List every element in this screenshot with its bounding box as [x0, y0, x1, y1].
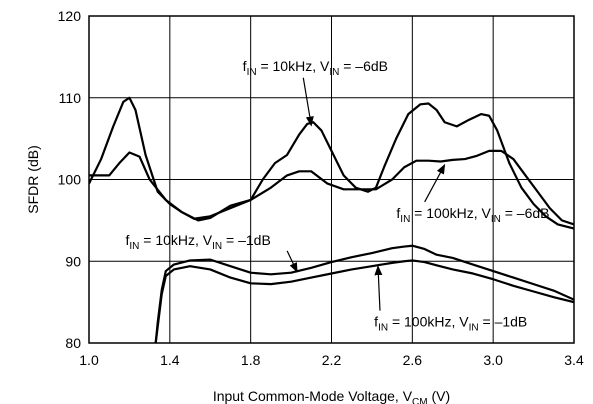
x-axis-title-unit: (V) — [428, 388, 451, 404]
annotation-label: fIN = 100kHz, VIN = –6dB — [396, 205, 549, 225]
annotation-label: fIN = 10kHz, VIN = –6dB — [243, 58, 388, 78]
annotation-3: fIN = 10kHz, VIN = –1dB — [125, 232, 298, 273]
series-line-4 — [154, 259, 574, 343]
annotation-arrow — [374, 265, 383, 311]
series-line-2 — [89, 149, 574, 226]
annotation-1: fIN = 10kHz, VIN = –6dB — [243, 58, 388, 127]
annotation-label: fIN = 100kHz, VIN = –1dB — [374, 314, 527, 334]
x-tick-label: 1.4 — [160, 352, 180, 368]
x-axis-title-main: Input Common-Mode Voltage, V — [213, 388, 413, 404]
annotation-label: fIN = 10kHz, VIN = –1dB — [125, 232, 270, 252]
y-tick-label: 80 — [65, 335, 81, 351]
plot-frame — [88, 15, 575, 344]
y-tick-label: 100 — [58, 172, 82, 188]
x-tick-label: 1.8 — [241, 352, 261, 368]
x-tick-label: 1.0 — [79, 352, 99, 368]
tick-labels: 1.0 1.4 1.8 2.2 2.6 3.0 3.4 80 90 100 110 120 — [58, 8, 584, 368]
x-tick-label: 2.6 — [403, 352, 423, 368]
x-tick-label: 2.2 — [322, 352, 342, 368]
annotation-4: fIN = 100kHz, VIN = –1dB — [374, 265, 527, 334]
series-line-3 — [154, 244, 574, 343]
y-tick-label: 110 — [59, 90, 82, 106]
x-tick-label: 3.0 — [483, 352, 503, 368]
annotation-2: fIN = 100kHz, VIN = –6dB — [396, 163, 550, 225]
x-tick-label: 3.4 — [564, 352, 584, 368]
annotation-arrow — [302, 77, 314, 127]
y-tick-label: 90 — [65, 253, 81, 269]
x-axis-title-subscript: CM — [412, 397, 428, 404]
y-tick-label: 120 — [58, 8, 82, 24]
plot-border — [88, 15, 575, 344]
annotation-arrow — [286, 250, 298, 273]
x-axis-title: Input Common-Mode Voltage, VCM (V) — [213, 388, 450, 404]
annotation-arrow — [424, 163, 446, 203]
y-axis-title: SFDR (dB) — [25, 145, 41, 213]
series-lines — [89, 96, 574, 343]
annotations: fIN = 10kHz, VIN = –6dB fIN = 100kHz, VIN… — [125, 58, 549, 334]
